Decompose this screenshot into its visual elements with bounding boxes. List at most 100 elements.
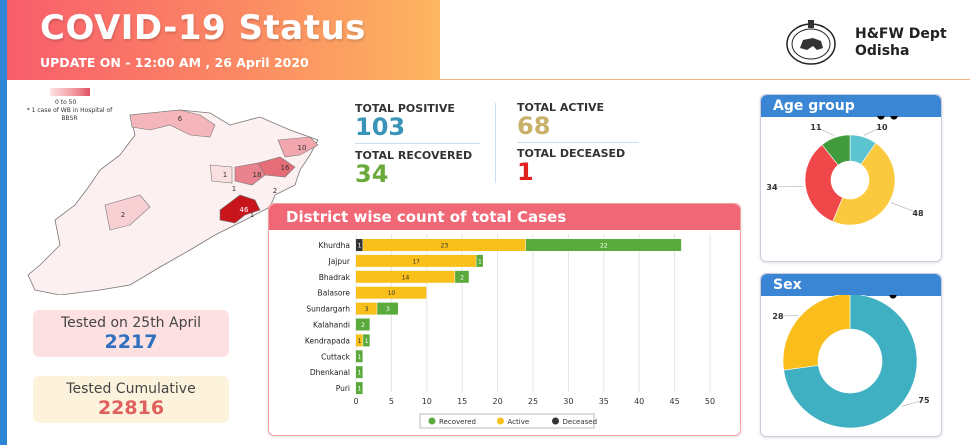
- bar-data-label: 17: [412, 258, 420, 265]
- x-tick-label: 20: [493, 397, 503, 406]
- x-tick-label: 35: [599, 397, 609, 406]
- bar-data-label: 1: [365, 338, 369, 345]
- legend-marker: [497, 417, 504, 425]
- bar-active: [356, 254, 476, 267]
- category-label: Cuttack: [321, 352, 351, 361]
- page-title: COVID-19 Status: [40, 8, 366, 48]
- map-label: 46: [240, 206, 249, 214]
- bar-recovered: [356, 350, 363, 363]
- dept-line2: Odisha: [855, 43, 910, 59]
- update-timestamp: UPDATE ON - 12:00 AM , 26 April 2020: [40, 55, 309, 70]
- donut-slice: [783, 295, 918, 429]
- bar-recovered: [363, 334, 370, 347]
- bar-recovered: [377, 302, 398, 315]
- map-label: 2: [273, 187, 277, 195]
- map-legend-label: 0 to 50: [55, 99, 77, 106]
- bar-data-label: 3: [365, 306, 369, 313]
- tested-today-value: 2217: [104, 331, 158, 353]
- odisha-seal-logo: [786, 20, 836, 65]
- bar-active: [356, 270, 455, 283]
- map-label: 16: [281, 164, 290, 172]
- x-tick-label: 30: [563, 397, 573, 406]
- x-tick-label: 5: [389, 397, 394, 406]
- donut-slice: [782, 295, 851, 371]
- slice-value-label: 34: [766, 183, 778, 192]
- bar-recovered: [525, 239, 682, 251]
- legend-box: [419, 413, 595, 429]
- bar-data-label: 1: [358, 338, 362, 345]
- stat-total-active: TOTAL ACTIVE 68: [517, 101, 604, 138]
- tested-cumulative-card: Tested Cumulative 22816: [33, 376, 229, 423]
- category-label: Kalahandi: [313, 321, 350, 330]
- label-leader: [901, 399, 925, 407]
- left-stripe: [0, 0, 7, 445]
- age-group-donut: 10 48 34 11: [766, 116, 924, 226]
- bar-recovered: [356, 366, 363, 379]
- category-label: Dhenkanal: [310, 368, 350, 377]
- bar-data-label: 1: [358, 354, 362, 361]
- stat-total-recovered: TOTAL RECOVERED 34: [355, 149, 472, 186]
- bar-active: [356, 302, 377, 315]
- stat-total-positive: TOTAL POSITIVE 103: [355, 102, 455, 139]
- stat-label: TOTAL RECOVERED: [355, 149, 473, 162]
- x-tick-label: 10: [422, 397, 432, 406]
- bar-data-label: 3: [386, 306, 390, 313]
- label-leader: [815, 126, 835, 136]
- bar-recovered: [356, 318, 370, 331]
- legend-marker: [877, 116, 885, 120]
- bar-data-label: 1: [358, 386, 362, 393]
- divider: [355, 143, 480, 144]
- map-label: 1: [232, 185, 236, 193]
- label-leader: [771, 186, 804, 188]
- tested-cumulative-label: Tested Cumulative: [66, 381, 196, 397]
- district-chart-title: District wise count of total Cases: [269, 204, 740, 230]
- bar-data-label: 1: [478, 258, 482, 265]
- category-label: Kendrapada: [305, 336, 350, 345]
- legend-marker: [428, 417, 436, 425]
- map-label: 18: [253, 171, 262, 179]
- bar-deceased: [356, 239, 363, 251]
- map-label: 1: [250, 211, 254, 219]
- bar-recovered: [356, 382, 363, 395]
- slice-value-label: 28: [772, 312, 784, 321]
- map-label: 6: [178, 115, 183, 123]
- x-tick-label: 50: [705, 397, 715, 406]
- bar-data-label: 10: [388, 290, 396, 297]
- label-leader: [863, 126, 883, 136]
- x-tick-label: 25: [528, 397, 538, 406]
- category-label: Jajpur: [328, 257, 351, 266]
- donut-slice: [804, 144, 844, 222]
- map-note: * 1 case of WB in Hospital of BBSR: [26, 107, 113, 122]
- legend-marker: [890, 116, 898, 120]
- stat-value: 34: [355, 160, 389, 188]
- donut-slice: [821, 134, 851, 166]
- stat-label: TOTAL POSITIVE: [355, 102, 455, 115]
- bar-recovered: [455, 270, 469, 283]
- bar-data-label: 1: [358, 370, 362, 377]
- map-label: 1: [223, 171, 227, 179]
- slice-value-label: 10: [876, 123, 888, 132]
- category-label: Sundargarh: [306, 305, 350, 314]
- stat-total-deceased: TOTAL DECEASED 1: [517, 147, 625, 184]
- label-leader: [891, 202, 919, 214]
- bar-data-label: 23: [441, 243, 449, 250]
- category-label: Khurdha: [319, 241, 351, 250]
- donut-slice: [832, 142, 896, 226]
- divider: [495, 103, 496, 183]
- divider: [440, 79, 970, 80]
- stat-label: TOTAL DECEASED: [517, 147, 626, 160]
- chart-legend: Recovered Active Deceased: [419, 413, 597, 429]
- slice-value-label: 11: [810, 123, 822, 132]
- dept-line1: H&FW Dept: [855, 26, 947, 42]
- age-group-panel: Age group: [760, 94, 942, 262]
- legend-marker: [552, 417, 559, 425]
- bar-recovered: [476, 254, 483, 267]
- sex-title: Sex: [761, 274, 941, 296]
- tested-cumulative-value: 22816: [97, 397, 165, 419]
- category-label: Bhadrak: [319, 273, 351, 282]
- tested-today-card: Tested on 25th April 2217: [33, 310, 229, 357]
- stat-value: 68: [517, 112, 551, 140]
- x-tick-label: 0: [353, 397, 358, 406]
- stat-label: TOTAL ACTIVE: [517, 101, 605, 114]
